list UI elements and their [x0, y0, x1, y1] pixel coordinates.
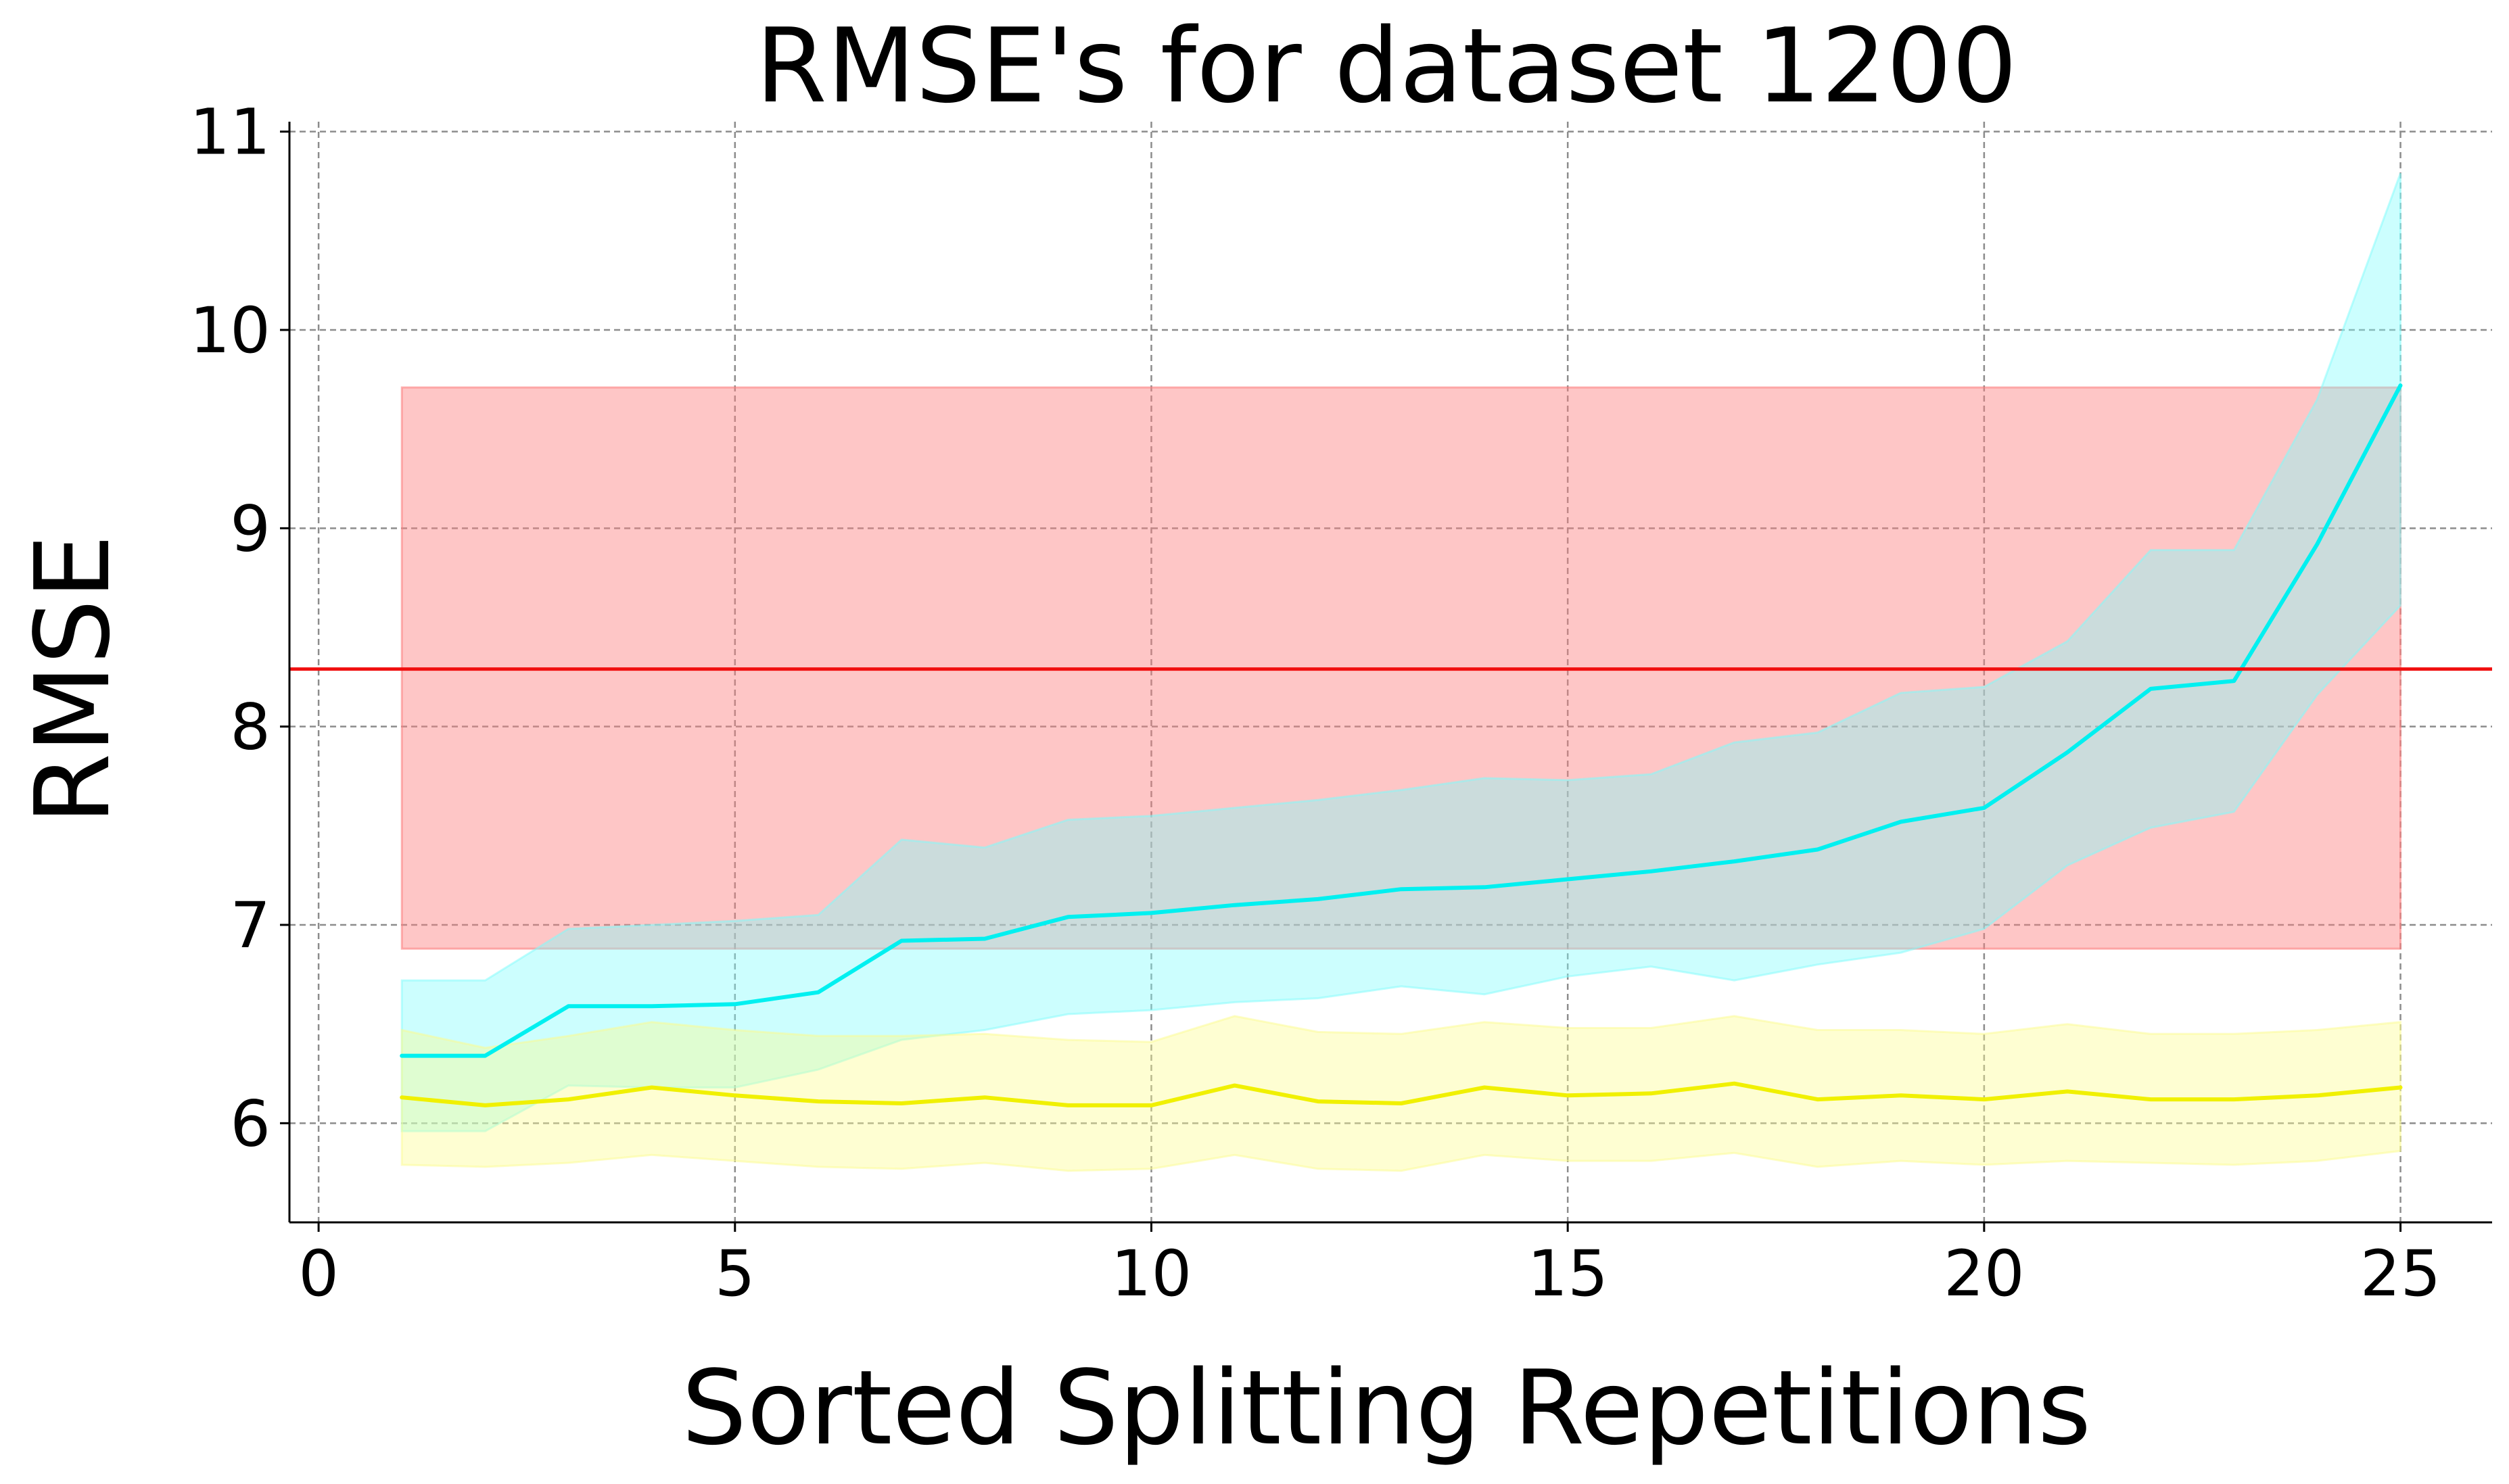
series-1-band	[400, 172, 2401, 1132]
axes	[280, 122, 2492, 1232]
x-tick-label: 25	[2360, 1237, 2441, 1311]
x-tick-label: 5	[715, 1237, 755, 1311]
series-1-line	[400, 383, 2403, 1058]
x-tick-label: 0	[298, 1237, 339, 1311]
y-tick-label: 7	[230, 889, 271, 963]
y-tick-label: 9	[230, 492, 271, 566]
x-tick-label: 15	[1527, 1237, 1608, 1311]
y-tick-label: 8	[230, 691, 271, 765]
x-tick-label: 20	[1944, 1237, 2025, 1311]
tick-labels: 0 5 10 15 20 25 6 7 8 9 10 11	[189, 96, 2441, 1311]
series-2-band	[400, 1015, 2401, 1172]
y-tick-label: 6	[230, 1087, 271, 1161]
confidence-bands	[400, 172, 2402, 1172]
chart-title: RMSE's for dataset 1200	[755, 6, 2017, 126]
x-axis-label: Sorted Splitting Repetitions	[682, 1348, 2091, 1468]
y-axis-label: RMSE	[13, 534, 133, 824]
series-lines	[289, 383, 2492, 1107]
y-tick-label: 10	[189, 294, 271, 368]
series-2-line	[400, 1081, 2403, 1107]
x-tick-label: 10	[1111, 1237, 1192, 1311]
y-tick-label: 11	[189, 96, 271, 170]
